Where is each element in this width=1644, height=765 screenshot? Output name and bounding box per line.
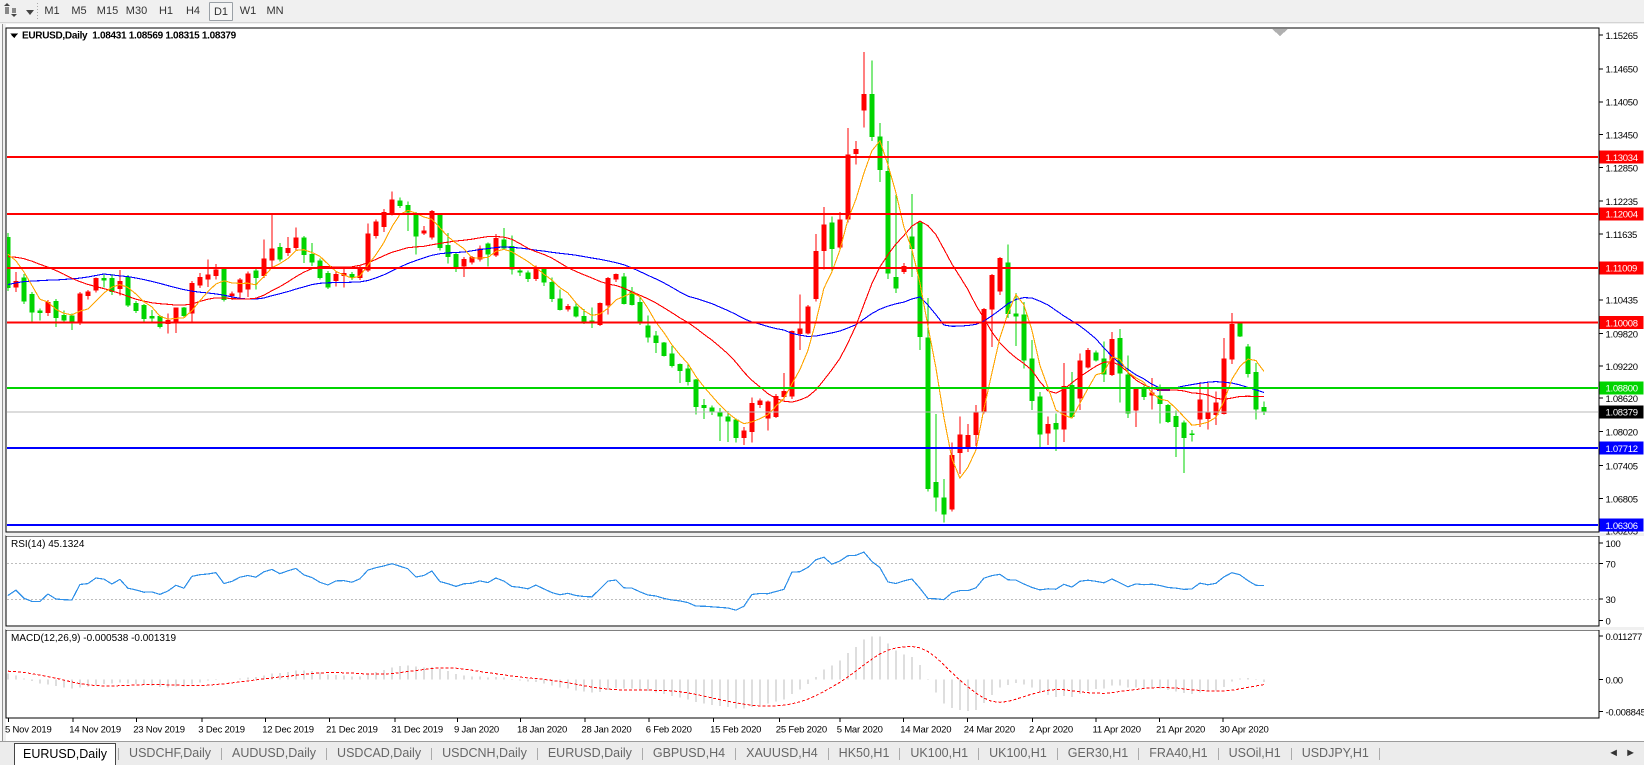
- svg-text:6 Feb 2020: 6 Feb 2020: [646, 725, 692, 736]
- svg-text:MACD(12,26,9) -0.000538 -0.001: MACD(12,26,9) -0.000538 -0.001319: [11, 633, 177, 644]
- svg-text:1.06205: 1.06205: [1606, 526, 1638, 537]
- svg-text:1.08620: 1.08620: [1606, 394, 1638, 405]
- svg-text:31 Dec 2019: 31 Dec 2019: [391, 725, 443, 736]
- svg-text:1.08800: 1.08800: [1606, 384, 1638, 395]
- svg-text:1.12235: 1.12235: [1606, 197, 1638, 208]
- svg-text:5 Mar 2020: 5 Mar 2020: [837, 725, 883, 736]
- svg-text:23 Nov 2019: 23 Nov 2019: [133, 725, 185, 736]
- svg-text:1.07405: 1.07405: [1606, 462, 1638, 473]
- svg-text:14 Nov 2019: 14 Nov 2019: [69, 725, 121, 736]
- svg-text:21 Dec 2019: 21 Dec 2019: [326, 725, 378, 736]
- svg-text:1.14050: 1.14050: [1606, 98, 1638, 109]
- svg-text:1.12850: 1.12850: [1606, 163, 1638, 174]
- svg-text:1.07712: 1.07712: [1606, 444, 1638, 455]
- svg-text:1.10435: 1.10435: [1606, 296, 1638, 307]
- svg-text:EURUSD,Daily 1.08431 1.08569: EURUSD,Daily 1.08431 1.08569 1.08315 1.0…: [22, 31, 237, 42]
- svg-text:1.06805: 1.06805: [1606, 494, 1638, 505]
- svg-text:14 Mar 2020: 14 Mar 2020: [900, 725, 951, 736]
- svg-text:11 Apr 2020: 11 Apr 2020: [1093, 725, 1141, 736]
- svg-text:9 Jan 2020: 9 Jan 2020: [454, 725, 499, 736]
- svg-text:28 Jan 2020: 28 Jan 2020: [581, 725, 631, 736]
- svg-text:12 Dec 2019: 12 Dec 2019: [262, 725, 314, 736]
- svg-text:1.13034: 1.13034: [1606, 153, 1638, 164]
- svg-text:-0.008845: -0.008845: [1606, 707, 1644, 718]
- svg-text:1.11635: 1.11635: [1606, 230, 1638, 241]
- svg-text:21 Apr 2020: 21 Apr 2020: [1156, 725, 1205, 736]
- svg-text:70: 70: [1606, 559, 1616, 570]
- svg-text:25 Feb 2020: 25 Feb 2020: [776, 725, 827, 736]
- svg-text:1.14650: 1.14650: [1606, 65, 1638, 76]
- svg-text:15 Feb 2020: 15 Feb 2020: [710, 725, 761, 736]
- svg-text:30: 30: [1606, 595, 1616, 606]
- svg-text:18 Jan 2020: 18 Jan 2020: [517, 725, 567, 736]
- svg-text:1.13450: 1.13450: [1606, 130, 1638, 141]
- svg-text:30 Apr 2020: 30 Apr 2020: [1220, 725, 1269, 736]
- svg-text:1.06306: 1.06306: [1606, 521, 1638, 532]
- svg-text:24 Mar 2020: 24 Mar 2020: [964, 725, 1015, 736]
- svg-text:1.08020: 1.08020: [1606, 427, 1638, 438]
- svg-text:5 Nov 2019: 5 Nov 2019: [5, 725, 52, 736]
- svg-text:1.09820: 1.09820: [1606, 329, 1638, 340]
- svg-text:0.011277: 0.011277: [1606, 632, 1643, 643]
- svg-text:3 Dec 2019: 3 Dec 2019: [198, 725, 245, 736]
- svg-text:1.10008: 1.10008: [1606, 319, 1638, 330]
- svg-text:1.15265: 1.15265: [1606, 31, 1638, 42]
- svg-text:2 Apr 2020: 2 Apr 2020: [1029, 725, 1073, 736]
- svg-text:RSI(14) 45.1324: RSI(14) 45.1324: [11, 539, 85, 550]
- svg-text:1.12004: 1.12004: [1606, 210, 1638, 221]
- svg-text:1.09220: 1.09220: [1606, 362, 1638, 373]
- svg-text:1.11009: 1.11009: [1606, 264, 1638, 275]
- svg-text:0: 0: [1606, 616, 1611, 627]
- svg-text:1.08379: 1.08379: [1606, 408, 1638, 419]
- svg-text:0.00: 0.00: [1606, 675, 1623, 686]
- svg-text:100: 100: [1606, 539, 1621, 550]
